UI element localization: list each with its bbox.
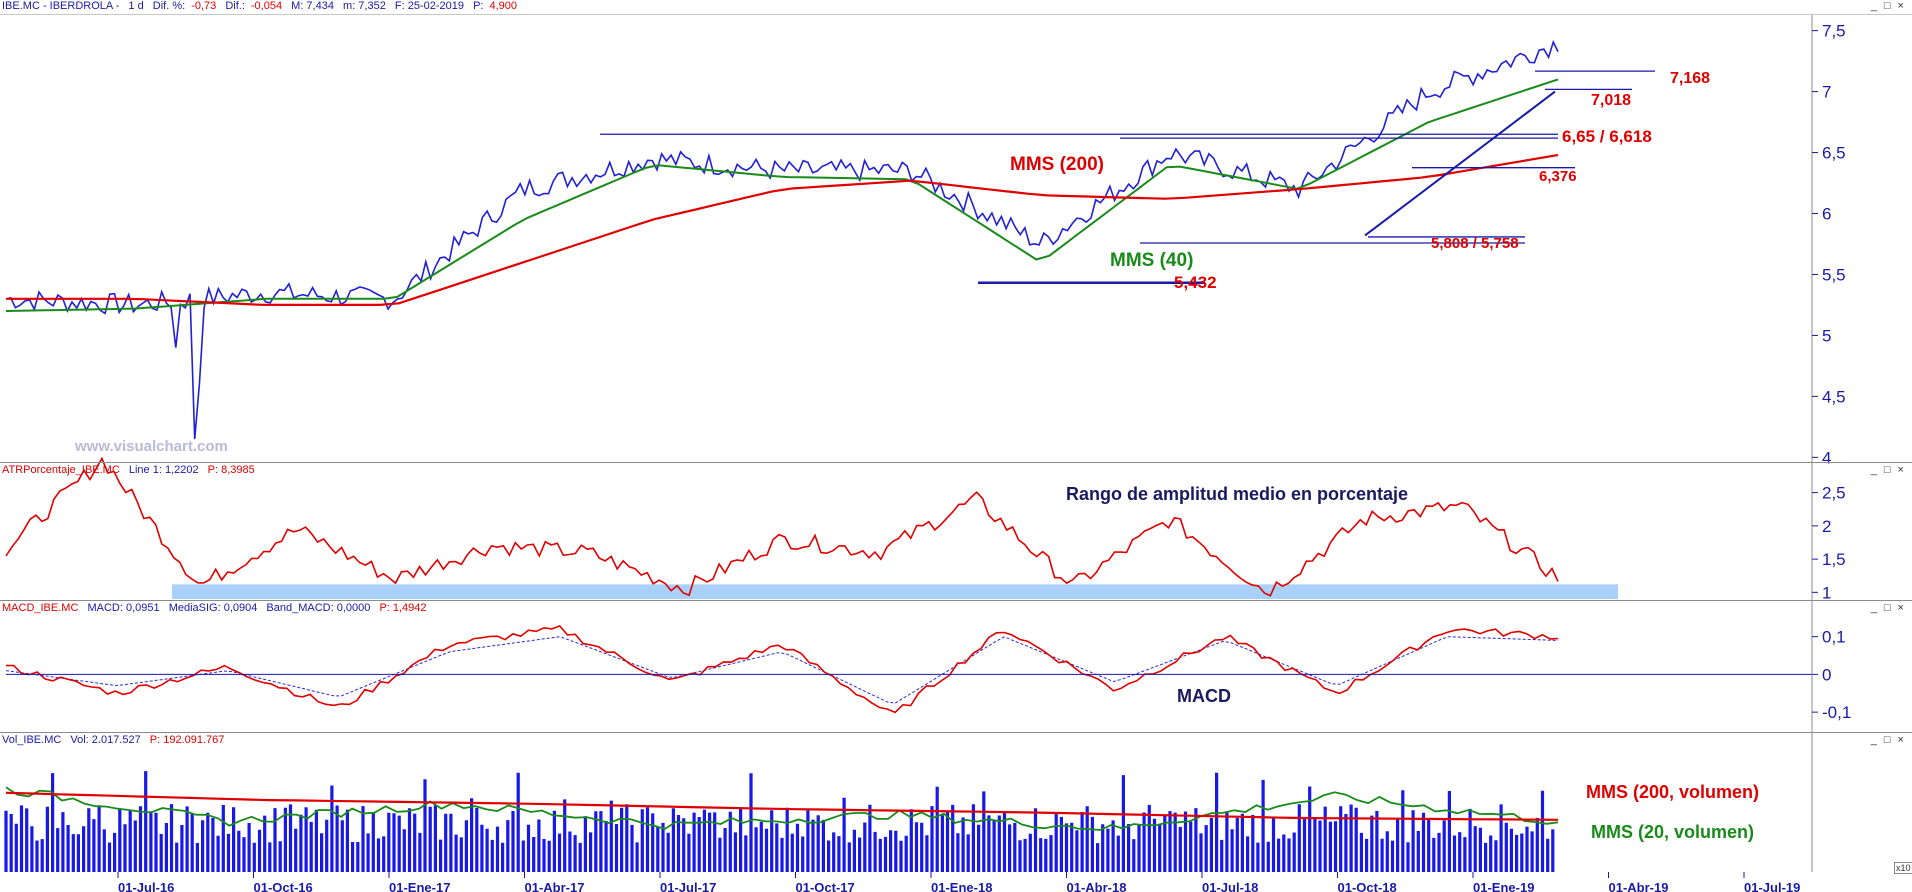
atr-axis-tick-label: 2: [1822, 517, 1831, 536]
macd-line: [5, 624, 1559, 714]
atr-window-controls[interactable]: _ □ ×: [1870, 464, 1906, 476]
annotation-level-665: 6,65 / 6,618: [1562, 127, 1652, 146]
macd-axis-tick-label: -0,1: [1822, 703, 1851, 722]
vol-window-controls[interactable]: _ □ ×: [1870, 734, 1906, 746]
annotation-mms200: MMS (200): [1010, 154, 1104, 175]
atr-title: Rango de amplitud medio en porcentaje: [1066, 484, 1409, 504]
atr-axis-tick-label: 2,5: [1822, 484, 1846, 503]
x-axis-label: 01-Oct-18: [1338, 880, 1397, 892]
price-axis-tick-label: 7,5: [1822, 22, 1846, 41]
x-axis-label: 01-Jul-17: [660, 880, 716, 892]
price-axis-tick-label: 5: [1822, 326, 1831, 345]
x-axis-label: 01-Ene-17: [389, 880, 450, 892]
macd-value: MACD: 0,0951: [87, 602, 160, 614]
x-axis-label: 01-Jul-16: [118, 880, 174, 892]
vol-p: P: 192.091.767: [149, 734, 225, 746]
x-axis-label: 01-Abr-17: [525, 880, 585, 892]
min-value: m: 7,352: [343, 0, 386, 12]
annotation-level-5432: 5,432: [1174, 273, 1217, 292]
period-label: 1 d: [128, 0, 144, 12]
vol-panel-header: Vol_IBE.MC Vol: 2.017.527 P: 192.091.767: [2, 734, 230, 746]
macd-axis-tick-label: 0: [1822, 665, 1831, 684]
mms40-line: [5, 78, 1559, 312]
macd-p: P: 1,4942: [379, 602, 427, 614]
main-window-controls[interactable]: _ □ ×: [1870, 0, 1906, 12]
price-axis-tick-label: 5,5: [1822, 265, 1846, 284]
atr-axis-tick-label: 1,5: [1822, 550, 1846, 569]
symbol-label: IBE.MC - IBERDROLA -: [2, 0, 120, 12]
vol-mms200-line: [5, 791, 1559, 821]
macd-window-controls[interactable]: _ □ ×: [1870, 602, 1906, 614]
macd-name: MACD_IBE.MC: [2, 602, 79, 614]
atr-line: [5, 456, 1559, 597]
x-axis-label: 01-Abr-18: [1067, 880, 1127, 892]
x-axis-label: 01-Jul-18: [1202, 880, 1258, 892]
atr-axis-tick-label: 1: [1822, 583, 1831, 602]
atr-low-band: [172, 584, 1618, 599]
macd-panel-header: MACD_IBE.MC MACD: 0,0951 MediaSIG: 0,090…: [2, 602, 433, 614]
volume-bars: [4, 771, 1555, 872]
x-axis-label: 01-Ene-19: [1473, 880, 1534, 892]
price-value: 4,900: [489, 0, 518, 12]
atr-p: P: 8,3985: [207, 464, 255, 476]
x-axis-label: 01-Ene-18: [931, 880, 992, 892]
annotation-level-6376: 6,376: [1539, 168, 1577, 185]
price-series-line: [5, 39, 1559, 440]
difpct-value: -0,73: [191, 0, 217, 12]
max-value: M: 7,434: [291, 0, 334, 12]
trendline: [1364, 90, 1556, 237]
date-value: F: 25-02-2019: [394, 0, 465, 12]
atr-name: ATRPorcentaje_IBE.MC: [2, 464, 120, 476]
price-label: P:: [473, 0, 484, 12]
price-axis-tick-label: 6: [1822, 205, 1831, 224]
annotation-vol200: MMS (200, volumen): [1586, 782, 1760, 802]
price-axis-tick-label: 6,5: [1822, 144, 1846, 163]
atr-panel-header: ATRPorcentaje_IBE.MC Line 1: 1,2202 P: 8…: [2, 464, 261, 476]
x-axis-label: 01-Oct-17: [796, 880, 855, 892]
macd-band: Band_MACD: 0,0000: [266, 602, 371, 614]
x-axis-label: 01-Abr-19: [1609, 880, 1669, 892]
macd-sig: MediaSIG: 0,0904: [168, 602, 258, 614]
vol-name: Vol_IBE.MC: [2, 734, 62, 746]
price-axis-tick-label: 7: [1822, 83, 1831, 102]
dif-label: Dif.:: [225, 0, 245, 12]
annotation-vol20: MMS (20, volumen): [1591, 822, 1755, 842]
annotation-level-5808: 5,808 / 5,758: [1431, 235, 1519, 252]
vol-value: Vol: 2.017.527: [70, 734, 141, 746]
price-axis-tick-label: 4,5: [1822, 387, 1846, 406]
price-axis-tick-label: 4: [1822, 448, 1831, 467]
axis-multiplier: x10: [1894, 862, 1912, 874]
watermark: www.visualchart.com: [75, 438, 228, 455]
macd-signal-line: [5, 636, 1559, 704]
vol-mms20-line: [5, 786, 1559, 831]
x-axis-label: 01-Oct-16: [254, 880, 313, 892]
annotation-mms40: MMS (40): [1110, 250, 1194, 271]
annotation-level-7168: 7,168: [1670, 70, 1711, 87]
main-panel-header: IBE.MC - IBERDROLA - 1 d Dif. %: -0,73 Di…: [2, 0, 523, 12]
atr-line: Line 1: 1,2202: [128, 464, 199, 476]
macd-axis-tick-label: 0,1: [1822, 628, 1846, 647]
x-axis-label: 01-Jul-19: [1744, 880, 1800, 892]
annotation-level-7018: 7,018: [1591, 92, 1632, 109]
dif-value: -0,054: [250, 0, 283, 12]
difpct-label: Dif. %:: [152, 0, 186, 12]
macd-title: MACD: [1177, 686, 1231, 706]
mms200-line: [6, 153, 1559, 306]
